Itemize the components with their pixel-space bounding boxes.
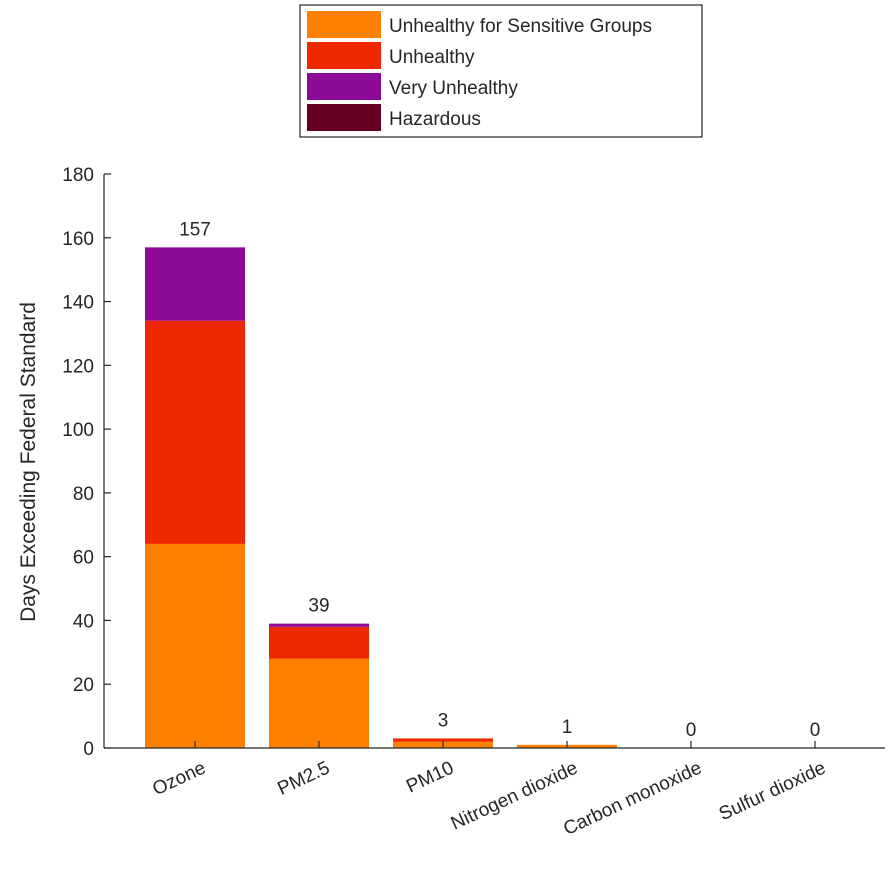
y-tick-label: 60 [73, 548, 94, 569]
bar-segment-ozone-series-1 [145, 320, 245, 544]
x-category-label: Sulfur dioxide [716, 757, 829, 825]
y-axis-label: Days Exceeding Federal Standard [17, 302, 40, 622]
bar-segment-pm2-5-series-0 [269, 658, 369, 748]
legend-swatch [307, 11, 381, 38]
y-tick-label: 20 [73, 675, 94, 696]
y-tick-label: 100 [62, 420, 94, 441]
x-category-label: PM10 [403, 757, 457, 797]
legend-swatch [307, 104, 381, 131]
legend-swatch [307, 73, 381, 100]
bar-total-label: 3 [438, 710, 449, 731]
y-tick-label: 0 [83, 739, 94, 760]
y-tick-label: 140 [62, 293, 94, 314]
x-category-label: PM2.5 [274, 757, 333, 799]
y-tick-label: 80 [73, 484, 94, 505]
y-tick-label: 40 [73, 611, 94, 632]
legend-label: Unhealthy for Sensitive Groups [389, 16, 652, 37]
legend-label: Very Unhealthy [389, 78, 518, 99]
y-tick-label: 160 [62, 229, 94, 250]
bar-segment-ozone-series-0 [145, 543, 245, 748]
bar-segment-pm2-5-series-1 [269, 626, 369, 659]
bar-segment-pm2-5-series-2 [269, 623, 369, 627]
x-category-label: Ozone [149, 757, 209, 800]
legend-swatch [307, 42, 381, 69]
bars-group [145, 247, 617, 748]
legend-label: Unhealthy [389, 47, 475, 68]
bar-total-label: 0 [686, 720, 697, 741]
bar-total-label: 39 [308, 596, 329, 617]
y-tick-label: 180 [62, 165, 94, 186]
legend: Unhealthy for Sensitive Groups Unhealthy V… [299, 4, 703, 138]
bar-total-label: 0 [810, 720, 821, 741]
bar-total-label: 157 [179, 219, 211, 240]
y-tick-label: 120 [62, 356, 94, 377]
x-category-label: Carbon monoxide [560, 757, 705, 839]
bar-total-label: 1 [562, 717, 573, 738]
bar-segment-pm10-series-1 [393, 738, 493, 742]
bar-segment-ozone-series-2 [145, 247, 245, 321]
total-labels-group: 157 39 3 1 0 0 [179, 219, 820, 741]
legend-label: Hazardous [389, 109, 481, 130]
